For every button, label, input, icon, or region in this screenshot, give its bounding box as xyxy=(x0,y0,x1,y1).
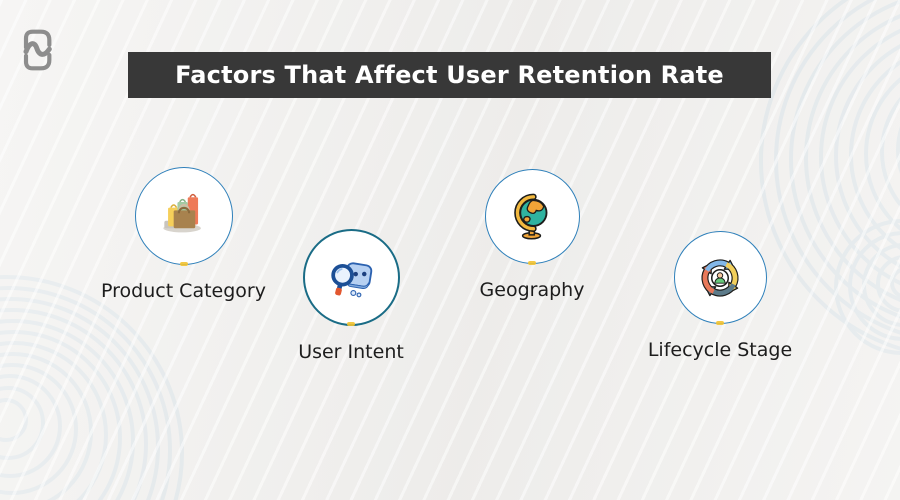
factor-circle xyxy=(484,169,580,265)
title-bar: Factors That Affect User Retention Rate xyxy=(128,52,771,98)
page-title: Factors That Affect User Retention Rate xyxy=(175,61,724,89)
factor-lifecycle-stage: Lifecycle Stage xyxy=(634,231,806,361)
factor-label: User Intent xyxy=(298,341,404,363)
factor-user-intent: User Intent xyxy=(266,229,436,363)
factor-label: Product Category xyxy=(101,280,266,302)
factor-product-category: Product Category xyxy=(96,167,271,302)
search-card-icon xyxy=(331,261,373,297)
factor-circle xyxy=(302,229,400,326)
accent-dot xyxy=(528,261,536,265)
brand-logo-icon xyxy=(23,29,52,71)
accent-dot xyxy=(179,262,188,266)
factor-label: Geography xyxy=(479,279,585,301)
accent-dot xyxy=(716,321,724,325)
shopping-bags-icon xyxy=(162,193,201,233)
globe-icon xyxy=(514,193,548,239)
factor-circle xyxy=(134,167,233,266)
accent-dot xyxy=(347,322,355,326)
factor-circle xyxy=(673,231,767,325)
lifecycle-arrows-icon xyxy=(701,259,739,296)
factor-label: Lifecycle Stage xyxy=(647,339,793,361)
factor-geography: Geography xyxy=(447,169,617,301)
